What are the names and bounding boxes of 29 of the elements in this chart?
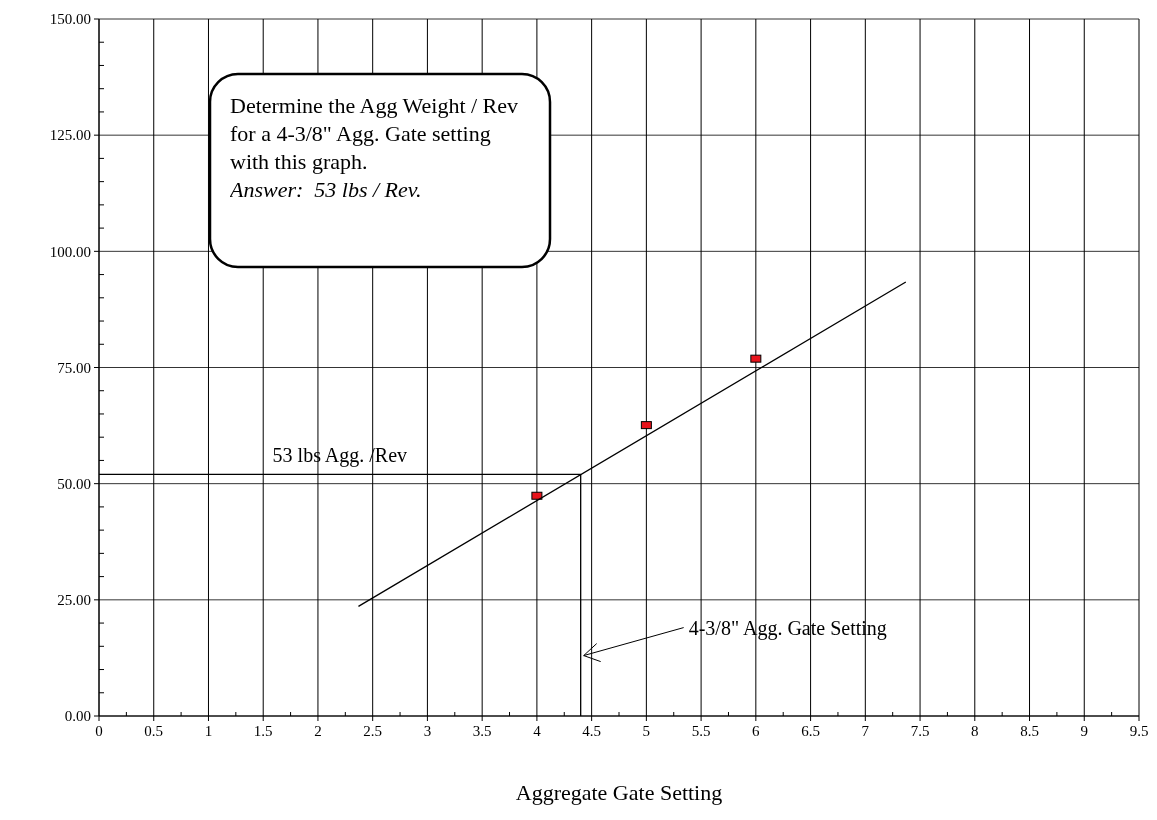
x-tick-label: 2 — [314, 723, 322, 739]
x-tick-label: 2.5 — [363, 723, 383, 739]
x-tick-label: 0.5 — [144, 723, 164, 739]
x-tick-label: 0 — [95, 723, 103, 739]
y-tick-label: 0.00 — [64, 708, 91, 725]
x-tick-label: 8 — [971, 723, 979, 739]
x-tick-label: 3 — [423, 723, 432, 739]
y-tick-label: 150.00 — [49, 11, 91, 28]
x-tick-label: 4.5 — [582, 723, 602, 739]
x-tick-label: 1.5 — [253, 723, 273, 739]
x-tick-label: 7.5 — [910, 723, 930, 739]
x-tick-label: 7 — [861, 723, 870, 739]
x-tick-label: 6.5 — [801, 723, 820, 739]
x-tick-label: 3.5 — [472, 723, 492, 739]
x-tick-label: 5.5 — [691, 723, 711, 739]
x-tick-label: 8.5 — [1020, 723, 1039, 739]
x-tick-label: 9 — [1080, 723, 1089, 739]
x-tick-label: 5 — [642, 723, 651, 739]
y-tick-label: 50.00 — [57, 475, 91, 492]
x-tick-label: 9.5 — [1129, 723, 1149, 739]
x-tick-label: 1 — [204, 723, 213, 739]
x-tick-label: 6 — [752, 723, 761, 739]
x-tick-label: 4 — [533, 723, 542, 739]
y-tick-label: 125.00 — [49, 127, 91, 144]
y-tick-label: 25.00 — [57, 592, 91, 609]
y-tick-label: 75.00 — [57, 359, 91, 376]
annotation: Determine the Agg Weight / Rev for a 4-3/8" Agg. Gate setting with this graph. — [230, 92, 520, 176]
y-tick-label: 100.00 — [49, 243, 91, 260]
x-axis-title: Aggregate Gate Setting — [515, 780, 723, 805]
